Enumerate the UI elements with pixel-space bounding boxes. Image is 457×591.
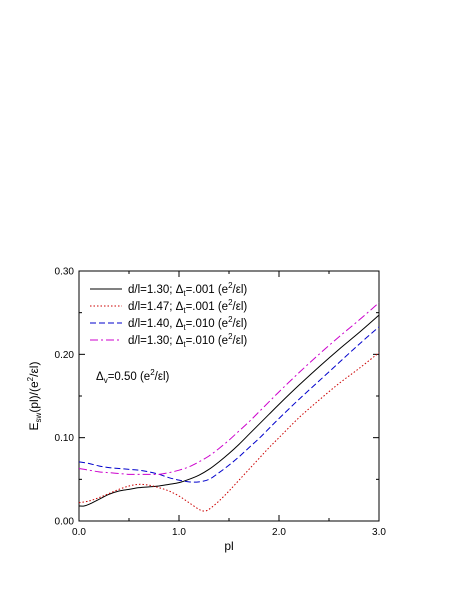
- series-line: [78, 302, 380, 475]
- y-tick-label: 0.20: [55, 350, 75, 361]
- legend-label: d/l=1.40, Δt=.010 (e2/εl): [128, 315, 247, 332]
- plot-frame: [78, 270, 380, 522]
- legend-entry: d/l=1.30; Δt=.001 (e2/εl): [90, 281, 247, 298]
- series-line: [78, 352, 380, 512]
- legend: d/l=1.30; Δt=.001 (e2/εl) d/l=1.47; Δt=.…: [90, 281, 247, 349]
- y-tick-label: 0.00: [55, 517, 75, 528]
- legend-label: d/l=1.47; Δt=.001 (e2/εl): [128, 298, 247, 315]
- y-axis-title: Esw(pl)/(e2/εl): [26, 362, 43, 431]
- y-tick-label: 0.30: [55, 267, 75, 278]
- x-axis-title: pl: [224, 539, 233, 553]
- legend-label: d/l=1.30; Δt=.001 (e2/εl): [128, 281, 247, 298]
- series-layer: [78, 302, 380, 512]
- annotation: Δv=0.50 (e2/εl): [96, 368, 170, 385]
- x-tick-label: 1.0: [172, 527, 186, 538]
- legend-entry: d/l=1.40, Δt=.010 (e2/εl): [90, 315, 247, 332]
- legend-entry: d/l=1.30; Δt=.010 (e2/εl): [90, 332, 247, 349]
- axis-ticks: 0.0 1.0 2.0 3.0 0.00 0.10 0.20 0.30: [55, 267, 387, 539]
- x-tick-label: 2.0: [272, 527, 286, 538]
- legend-label: d/l=1.30; Δt=.010 (e2/εl): [128, 332, 247, 349]
- x-tick-label: 0.0: [72, 527, 86, 538]
- series-line: [78, 314, 380, 507]
- series-line: [78, 326, 380, 483]
- x-tick-label: 3.0: [372, 527, 386, 538]
- y-tick-label: 0.10: [55, 433, 75, 444]
- legend-entry: d/l=1.47; Δt=.001 (e2/εl): [90, 298, 247, 315]
